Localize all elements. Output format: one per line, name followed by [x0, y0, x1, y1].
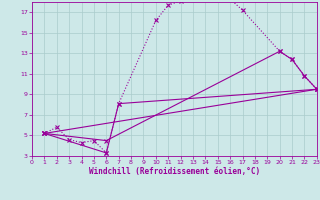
X-axis label: Windchill (Refroidissement éolien,°C): Windchill (Refroidissement éolien,°C) — [89, 167, 260, 176]
